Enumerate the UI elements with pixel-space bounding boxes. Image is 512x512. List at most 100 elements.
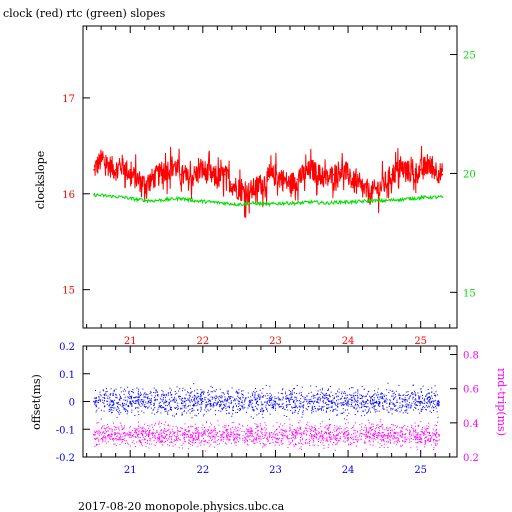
xtick-label: 24 — [342, 465, 355, 476]
data-point — [427, 196, 429, 198]
data-point — [136, 198, 139, 201]
ytick-label: 0 — [69, 398, 75, 409]
bottom-x-axis: 21 22 23 24 25 — [86, 346, 451, 476]
data-point — [202, 400, 204, 403]
data-point — [114, 169, 117, 171]
data-point — [438, 434, 440, 436]
data-point — [96, 164, 99, 166]
data-point — [369, 193, 371, 195]
data-point — [347, 400, 349, 403]
data-point — [93, 434, 95, 436]
bottom-right-axis: 0.2 0.4 0.6 0.8 — [450, 351, 479, 464]
xtick-label: 25 — [414, 465, 427, 476]
ytick-label: 17 — [62, 94, 75, 105]
data-point — [165, 400, 168, 403]
data-point — [347, 173, 349, 176]
y2tick-label: 0.8 — [463, 351, 479, 362]
data-point — [93, 194, 95, 196]
data-point — [274, 434, 277, 436]
data-point — [183, 434, 186, 436]
top-x-axis: 21 22 23 24 25 — [86, 26, 451, 347]
data-point — [289, 183, 291, 185]
data-point — [220, 400, 222, 403]
data-point — [281, 202, 284, 204]
data-point — [238, 188, 240, 190]
top-ylabel: clockslope — [34, 151, 47, 209]
xtick-label: 24 — [342, 336, 355, 347]
data-point — [122, 164, 124, 166]
data-point — [401, 400, 404, 403]
data-point — [260, 183, 262, 185]
data-point — [93, 169, 95, 171]
data-point — [274, 400, 277, 403]
data-point — [376, 188, 378, 190]
ytick-label: 0.1 — [59, 370, 75, 381]
data-point — [383, 200, 386, 202]
data-point — [129, 434, 131, 436]
data-point — [311, 169, 313, 171]
y2tick-label: 15 — [463, 288, 476, 299]
data-point — [165, 434, 168, 436]
data-point — [427, 164, 429, 166]
data-point — [252, 188, 255, 190]
ytick-label: 16 — [62, 190, 75, 201]
data-point — [365, 434, 368, 436]
xtick-label: 23 — [269, 465, 282, 476]
y2tick-label: 20 — [463, 169, 476, 180]
data-point — [147, 434, 150, 436]
data-point — [296, 178, 299, 181]
data-point — [252, 202, 255, 204]
data-point — [151, 178, 153, 181]
data-point — [93, 400, 95, 403]
top-series-group — [93, 145, 444, 219]
data-point — [318, 173, 320, 176]
data-point — [354, 201, 357, 203]
data-point — [438, 400, 440, 403]
data-point — [238, 434, 240, 436]
data-point — [441, 196, 444, 198]
scatter-cloud — [93, 418, 440, 452]
bottom-left-axis: -0.2 -0.1 0 0.1 0.2 — [56, 342, 90, 464]
data-point — [434, 169, 437, 171]
data-point — [194, 173, 197, 176]
data-point — [311, 400, 313, 403]
ytick-label: 0.2 — [59, 342, 75, 353]
data-point — [401, 434, 404, 436]
data-point — [180, 173, 182, 176]
bottom-ylabel: offset(ms) — [30, 374, 43, 430]
data-point — [129, 173, 131, 176]
bottom-y2label: rnd-trip(ms) — [495, 368, 508, 436]
data-point — [292, 434, 295, 436]
xtick-label: 25 — [414, 336, 427, 347]
data-point — [256, 400, 259, 403]
data-point — [340, 169, 342, 171]
xtick-label: 21 — [124, 465, 137, 476]
data-point — [180, 197, 182, 200]
data-point — [220, 434, 222, 436]
data-point — [419, 169, 422, 171]
data-point — [419, 434, 422, 436]
data-point — [361, 188, 364, 190]
data-point — [329, 434, 331, 436]
footer-text: 2017-08-20 monopole.physics.ubc.ca — [78, 500, 285, 512]
data-point — [303, 173, 306, 176]
bottom-series-group — [93, 382, 440, 452]
data-point — [332, 173, 335, 176]
data-point — [383, 434, 386, 436]
data-point — [136, 178, 139, 181]
data-point — [194, 200, 197, 202]
data-point — [292, 400, 295, 403]
data-point — [187, 178, 190, 181]
data-point — [311, 434, 313, 436]
top-title: clock (red) rtc (green) slopes — [3, 7, 166, 20]
bottom-panel: -0.2-0.100.10.2 0.20.40.60.8 21 22 23 24 25 … — [30, 342, 508, 476]
data-point — [390, 173, 393, 176]
data-point — [107, 195, 110, 197]
data-point — [354, 183, 357, 185]
data-point — [216, 178, 219, 181]
data-point — [369, 200, 371, 202]
data-point — [147, 400, 150, 403]
data-point — [267, 178, 270, 181]
data-point — [383, 183, 386, 185]
data-point — [347, 434, 349, 436]
